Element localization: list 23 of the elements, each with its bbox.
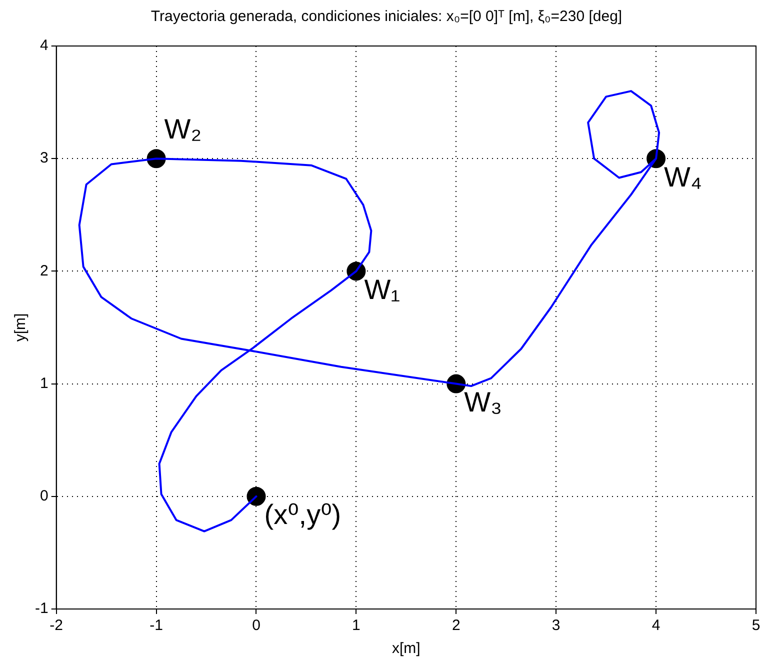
x-tick-label: 2 [452,617,460,634]
y-tick-label: 3 [40,150,48,167]
y-tick-label: 0 [40,488,48,505]
annotation: W₁ [364,274,400,305]
x-tick-label: 5 [752,617,760,634]
x-tick-label: 1 [352,617,360,634]
y-tick-label: 4 [40,37,48,54]
x-tick-label: 4 [652,617,660,634]
annotation: W₃ [464,386,502,418]
x-axis-title: x[m] [392,640,420,658]
x-tick-label: 3 [552,617,560,634]
annotation: (x⁰,y⁰) [264,499,342,530]
y-tick-label: 1 [40,374,48,392]
x-tick-label: -2 [50,617,64,634]
chart-title: Trayectoria generada, condiciones iniciales: x₀=[0 0]ᵀ [m], ξ₀=230 [deg] [150,8,622,26]
y-axis-title: y[m] [12,313,30,342]
annotation: W₂ [164,113,202,144]
y-tick-label: -1 [34,600,48,618]
x-tick-label: -1 [150,617,163,634]
x-tick-label: 0 [252,617,260,634]
y-tick-label: 2 [40,262,48,280]
annotation: W₄ [664,161,702,192]
point [246,486,266,506]
